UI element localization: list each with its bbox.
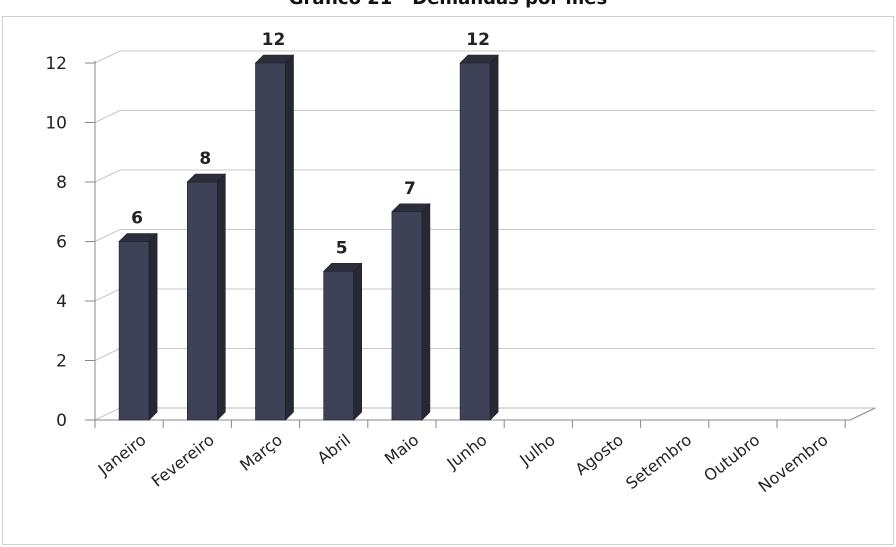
data-label: 8	[199, 149, 211, 169]
x-tick-label: Outubro	[700, 430, 763, 485]
y-tick-label: 10	[45, 114, 67, 134]
bar-janeiro	[118, 232, 158, 421]
y-tick-label: 2	[56, 352, 67, 372]
chart-frame	[2, 16, 894, 545]
bar-side	[489, 54, 499, 421]
x-tick-label: Julho	[515, 430, 558, 470]
bar-abril	[322, 262, 363, 421]
bar-side	[353, 262, 363, 421]
data-label: 5	[336, 238, 348, 258]
bars	[118, 54, 499, 421]
gridline-depth	[94, 50, 121, 64]
data-label: 12	[262, 30, 286, 50]
x-tick-label: Junho	[443, 430, 491, 473]
gridline-depth	[94, 288, 121, 302]
bar-front	[459, 62, 491, 421]
bar-front	[118, 241, 150, 421]
data-label: 12	[466, 30, 490, 50]
x-tick-label: Março	[236, 430, 286, 475]
bar-side	[285, 54, 294, 421]
bar-front	[391, 211, 423, 421]
bar-front	[187, 181, 218, 421]
bar-junho	[459, 54, 499, 421]
floor-right-edge	[849, 407, 876, 421]
y-tick-label: 4	[56, 292, 67, 312]
data-label: 6	[131, 209, 143, 229]
x-tick-label: Fevereiro	[148, 430, 218, 491]
x-tick-label: Janeiro	[94, 430, 150, 479]
x-tick-label: Maio	[381, 430, 423, 468]
bar-front	[255, 62, 286, 421]
gridline-depth	[94, 229, 121, 242]
bar-side	[148, 232, 158, 421]
x-tick-label: Novembro	[755, 430, 832, 496]
bar-side	[421, 203, 431, 421]
gridline-depth	[94, 169, 121, 183]
bar-side	[217, 173, 226, 421]
data-labels: 6 8 12 5 7 12	[131, 30, 490, 258]
bar-maio	[391, 203, 431, 421]
y-tick-label: 8	[56, 173, 67, 193]
data-label: 7	[404, 179, 416, 199]
bar-front	[323, 270, 355, 421]
gridline-depth	[94, 407, 121, 421]
x-tick-label: Abril	[314, 430, 355, 467]
gridline-depth	[94, 348, 121, 361]
y-tick-label: 12	[45, 54, 67, 74]
gridline-depth	[94, 110, 121, 123]
bar-fevereiro	[186, 173, 227, 421]
y-tick-label: 0	[56, 411, 67, 431]
y-tick-labels: 0 2 4 6 8 10 12	[45, 54, 67, 431]
chart-title: Gráfico 21 - Demandas por mês	[0, 0, 896, 9]
bar-março	[254, 54, 295, 421]
x-tick-label: Agosto	[572, 430, 627, 479]
y-tick-label: 6	[56, 233, 67, 253]
x-tick-label: Setembro	[622, 430, 695, 493]
